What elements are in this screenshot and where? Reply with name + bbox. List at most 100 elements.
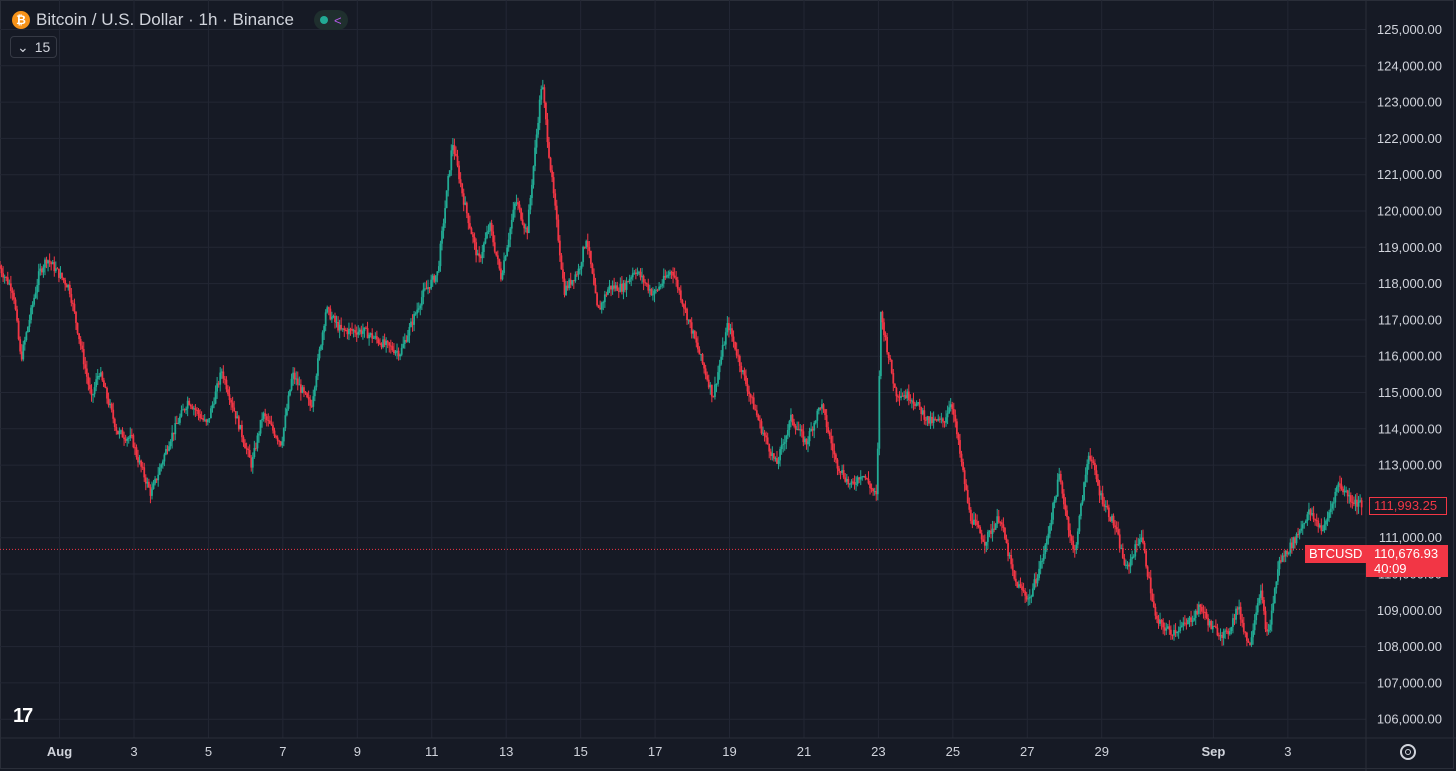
candle-body xyxy=(362,331,364,334)
candle-body xyxy=(976,521,978,525)
candle-body xyxy=(79,339,82,346)
settings-icon[interactable] xyxy=(1400,744,1416,760)
candle-body xyxy=(858,477,861,480)
candle-body xyxy=(772,453,775,459)
y-tick-label: 113,000.00 xyxy=(1378,458,1442,473)
candle-body xyxy=(1242,622,1245,632)
candle-body xyxy=(1356,499,1358,507)
candle-body xyxy=(906,391,909,399)
candle-body xyxy=(1241,619,1244,623)
candle-body xyxy=(897,396,899,398)
candle-body xyxy=(993,528,996,530)
candle-body xyxy=(357,331,360,335)
candle-body xyxy=(847,478,850,485)
candle-body xyxy=(864,475,867,479)
candle-body xyxy=(1084,474,1087,483)
collapse-indicators-button[interactable]: ⌄ 15 xyxy=(10,36,58,58)
candle-body xyxy=(555,205,558,220)
candle-body xyxy=(1126,564,1129,566)
y-tick-label: 119,000.00 xyxy=(1378,240,1442,255)
status-pill[interactable]: < xyxy=(313,10,348,30)
candle-body xyxy=(203,419,206,421)
candle-body xyxy=(1325,520,1327,525)
candle-body xyxy=(310,405,313,407)
candle-body xyxy=(431,275,434,280)
candle-body xyxy=(608,285,611,290)
candle-body xyxy=(113,418,116,428)
candle-body xyxy=(887,352,890,359)
symbol-title[interactable]: Bitcoin / U.S. Dollar · 1h · Binance xyxy=(36,10,294,29)
candle-body xyxy=(872,488,875,492)
candle-body xyxy=(496,255,499,260)
candle-body xyxy=(199,414,201,419)
candle-body xyxy=(183,409,186,411)
candle-body xyxy=(1308,509,1310,515)
candle-body xyxy=(1098,485,1101,496)
candle-body xyxy=(276,437,279,441)
y-tick-label: 114,000.00 xyxy=(1378,421,1442,436)
candle-body xyxy=(405,340,408,342)
y-tick-label: 121,000.00 xyxy=(1377,167,1442,182)
candle-body xyxy=(1089,455,1092,460)
candle-body xyxy=(788,421,791,430)
candle-body xyxy=(172,432,175,435)
candle-body xyxy=(748,391,750,394)
candle-body xyxy=(188,400,191,405)
candle-body xyxy=(768,444,771,452)
candle-body xyxy=(886,336,888,353)
candle-body xyxy=(920,406,923,415)
candle-body xyxy=(151,489,153,496)
candle-body xyxy=(543,87,546,103)
candle-body xyxy=(518,204,521,209)
candle-body xyxy=(1300,528,1303,531)
candle-body xyxy=(821,404,823,409)
candle-body xyxy=(140,460,143,467)
candle-body xyxy=(368,334,371,339)
candle-body xyxy=(2,273,5,278)
candle-body xyxy=(780,444,783,450)
candle-body xyxy=(926,416,929,421)
candle-body xyxy=(571,280,574,285)
candle-body xyxy=(774,458,777,460)
candle-body xyxy=(442,223,445,231)
candle-body xyxy=(786,429,789,436)
candle-body xyxy=(230,399,232,403)
candle-body xyxy=(85,368,88,377)
candle-body xyxy=(455,153,457,156)
candle-body xyxy=(1317,520,1320,527)
symbol-price-tag: BTCUSD xyxy=(1305,545,1367,563)
candle-body xyxy=(977,524,980,528)
candle-body xyxy=(1204,611,1206,613)
candle-body xyxy=(391,346,394,351)
candle-body xyxy=(93,387,96,395)
candle-body xyxy=(1067,517,1070,531)
bar-countdown: 40:09 xyxy=(1374,561,1407,576)
candle-body xyxy=(1306,514,1309,521)
candle-body xyxy=(562,269,564,279)
candle-body xyxy=(1309,509,1312,515)
tradingview-logo-icon[interactable]: 17 xyxy=(13,705,33,727)
candle-body xyxy=(1056,479,1059,497)
candle-body xyxy=(852,481,854,483)
candle-body xyxy=(1349,495,1352,502)
candle-body xyxy=(1103,504,1106,507)
candle-body xyxy=(1233,618,1236,620)
candle-body xyxy=(1070,536,1073,541)
candle-body xyxy=(965,484,968,490)
candle-body xyxy=(352,330,355,332)
candle-body xyxy=(1031,588,1034,597)
candle-body xyxy=(23,339,26,345)
candle-body xyxy=(999,522,1002,524)
candle-body xyxy=(937,418,940,421)
candle-body xyxy=(34,292,37,298)
candle-body xyxy=(952,409,955,415)
candle-body xyxy=(312,396,315,407)
candle-body xyxy=(1162,622,1165,628)
candle-body xyxy=(955,421,958,435)
candle-body xyxy=(1311,513,1313,515)
candle-body xyxy=(1280,560,1282,562)
candle-body xyxy=(61,272,63,279)
candle-body xyxy=(27,326,29,333)
candle-body xyxy=(1097,479,1099,486)
